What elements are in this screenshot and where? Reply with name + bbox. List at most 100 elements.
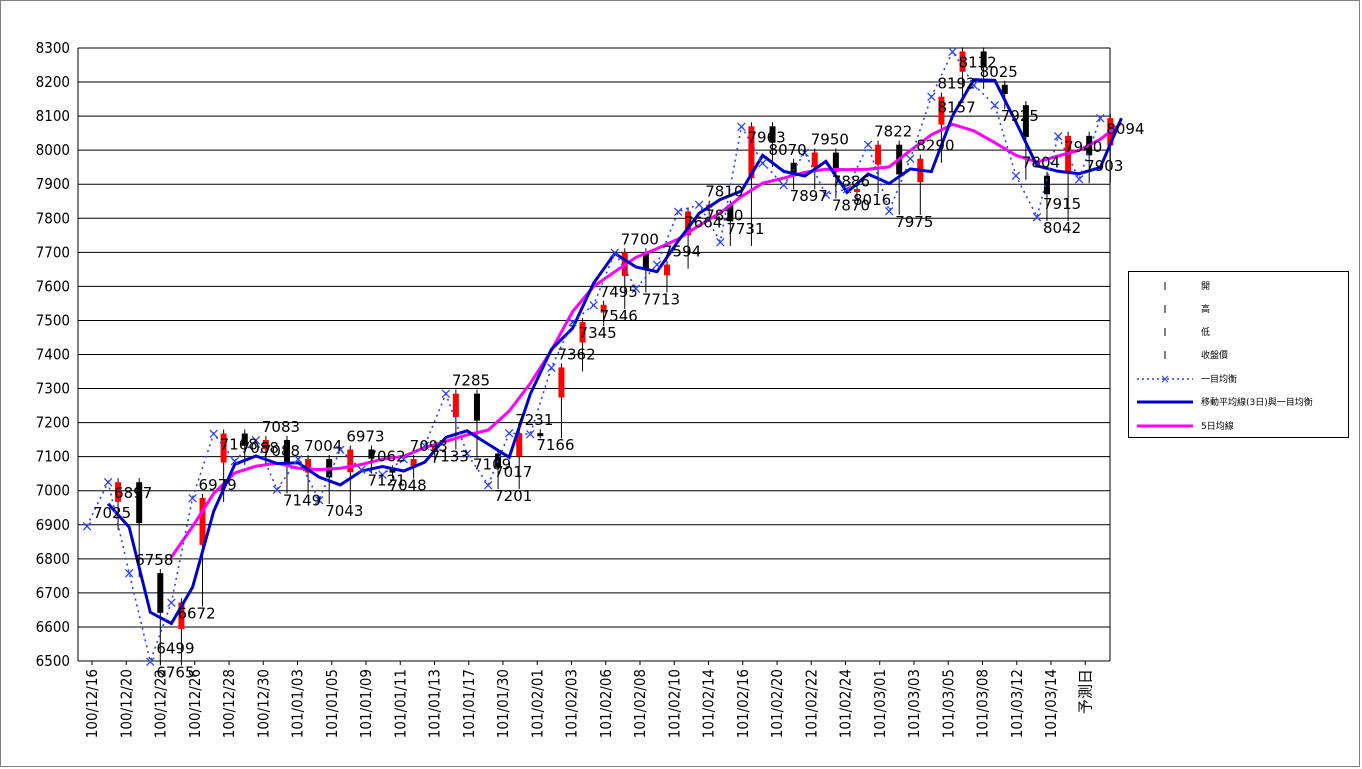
ichimoku-marker: × — [756, 154, 769, 172]
ichimoku-marker: × — [988, 96, 1001, 114]
x-tick-label: 101/01/13 — [426, 669, 444, 738]
data-label: 7345 — [579, 324, 617, 342]
y-tick-label: 6700 — [36, 584, 70, 602]
candle-body — [727, 204, 734, 222]
ichimoku-marker: × — [735, 117, 748, 135]
ichimoku-marker: × — [566, 313, 579, 331]
ichimoku-marker: × — [1094, 109, 1107, 127]
data-label: 7897 — [790, 187, 828, 205]
data-label: 7025 — [93, 504, 131, 522]
data-label: 7062 — [367, 448, 405, 466]
svg-text:×: × — [1160, 372, 1170, 386]
data-label: 7231 — [515, 411, 553, 429]
ichimoku-marker: × — [461, 445, 474, 463]
candle-body — [663, 264, 670, 276]
x-tick-label: 101/03/12 — [1008, 669, 1026, 738]
candle-body — [473, 393, 480, 421]
x-tick-label: 100/12/20 — [117, 669, 135, 738]
data-label: 8042 — [1043, 219, 1081, 237]
legend-item-ichimoku: × 一目均衡 — [1129, 371, 1348, 387]
ichimoku-marker: × — [292, 450, 305, 468]
y-tick-label: 7500 — [36, 311, 70, 329]
ichimoku-marker: × — [651, 256, 664, 274]
ichimoku-marker: × — [418, 436, 431, 454]
candle-body — [136, 482, 143, 524]
legend-label: 5日均線 — [1201, 422, 1234, 432]
data-label: 8016 — [853, 191, 891, 209]
legend-label: 高 — [1201, 305, 1211, 315]
y-tick-label: 8300 — [36, 39, 70, 57]
data-label: 7109 — [473, 456, 511, 474]
candle-body — [832, 152, 839, 172]
x-tick-label: 101/01/30 — [494, 669, 512, 738]
ichimoku-marker: × — [271, 480, 284, 498]
data-label: 7963 — [747, 128, 785, 146]
data-label: 7201 — [494, 487, 532, 505]
data-label: 7088 — [241, 439, 279, 457]
data-label: 7093 — [410, 437, 448, 455]
ichimoku-marker: × — [165, 593, 178, 611]
data-label: 7285 — [452, 372, 490, 390]
ma3-line — [106, 78, 1123, 626]
ichimoku-marker: × — [545, 358, 558, 376]
data-label: 8192 — [937, 75, 975, 93]
ichimoku-marker: × — [925, 88, 938, 106]
ichimoku-marker: × — [608, 243, 621, 261]
data-label: 7950 — [811, 131, 849, 149]
data-label: 7495 — [600, 283, 638, 301]
data-label: 6765 — [156, 663, 194, 681]
data-label: 6979 — [199, 476, 237, 494]
x-tick-label: 101/01/09 — [357, 669, 375, 738]
candle-body — [811, 152, 818, 168]
legend-label: 一目均衡 — [1201, 375, 1238, 385]
data-label: 7004 — [304, 437, 342, 455]
candle-body — [178, 602, 185, 629]
ichimoku-marker: × — [228, 452, 241, 470]
data-label: 7362 — [557, 345, 595, 363]
data-label: 8290 — [916, 137, 954, 155]
data-label: 7121 — [367, 472, 405, 490]
data-label: 6758 — [135, 551, 173, 569]
data-label: 7043 — [325, 502, 363, 520]
y-tick-label: 7900 — [36, 175, 70, 193]
legend-item-ma3: 移動平均線(3日)與一目均衡 — [1129, 394, 1348, 410]
legend-label: 移動平均線(3日)與一目均衡 — [1201, 398, 1313, 408]
ichimoku-marker: × — [102, 473, 115, 491]
ichimoku-marker: × — [250, 431, 263, 449]
x-tick-label: 100/12/26 — [186, 669, 204, 738]
x-tick-label: 予測日 — [1076, 669, 1094, 714]
candle-body — [199, 497, 206, 545]
candle-body — [368, 449, 375, 459]
data-label: 6499 — [156, 639, 194, 657]
data-label: 7088 — [262, 442, 300, 460]
candle-body — [642, 252, 649, 269]
candle-body — [875, 144, 882, 165]
y-tick-label: 8200 — [36, 73, 70, 91]
candle-body — [157, 573, 164, 613]
candle-body — [1043, 175, 1050, 195]
candlesticks — [115, 47, 1114, 666]
ichimoku-marker: × — [862, 136, 875, 154]
legend-item-ma5: 5日均線 — [1129, 418, 1348, 434]
ichimoku-marker: × — [798, 144, 811, 162]
data-label: 6672 — [177, 604, 215, 622]
candle-body — [220, 433, 227, 463]
y-tick-label: 7600 — [36, 277, 70, 295]
ichimoku-marker: × — [946, 42, 959, 60]
x-tick-label: 101/01/03 — [289, 669, 307, 738]
y-tick-label: 7100 — [36, 448, 70, 466]
ichimoku-marker: × — [630, 279, 643, 297]
x-tick-label: 100/12/28 — [220, 669, 238, 738]
candle-body — [579, 322, 586, 343]
candle-body — [600, 304, 607, 313]
y-tick-label: 7000 — [36, 482, 70, 500]
data-label: 7886 — [832, 172, 870, 190]
x-tick-label: 100/12/22 — [152, 669, 170, 738]
x-tick-label: 101/03/05 — [939, 669, 957, 738]
ichimoku-marker: × — [144, 652, 157, 670]
data-label: 7870 — [832, 196, 870, 214]
ichimoku-marker: × — [672, 202, 685, 220]
candle-body — [1001, 84, 1008, 94]
ichimoku-marker: × — [355, 461, 368, 479]
